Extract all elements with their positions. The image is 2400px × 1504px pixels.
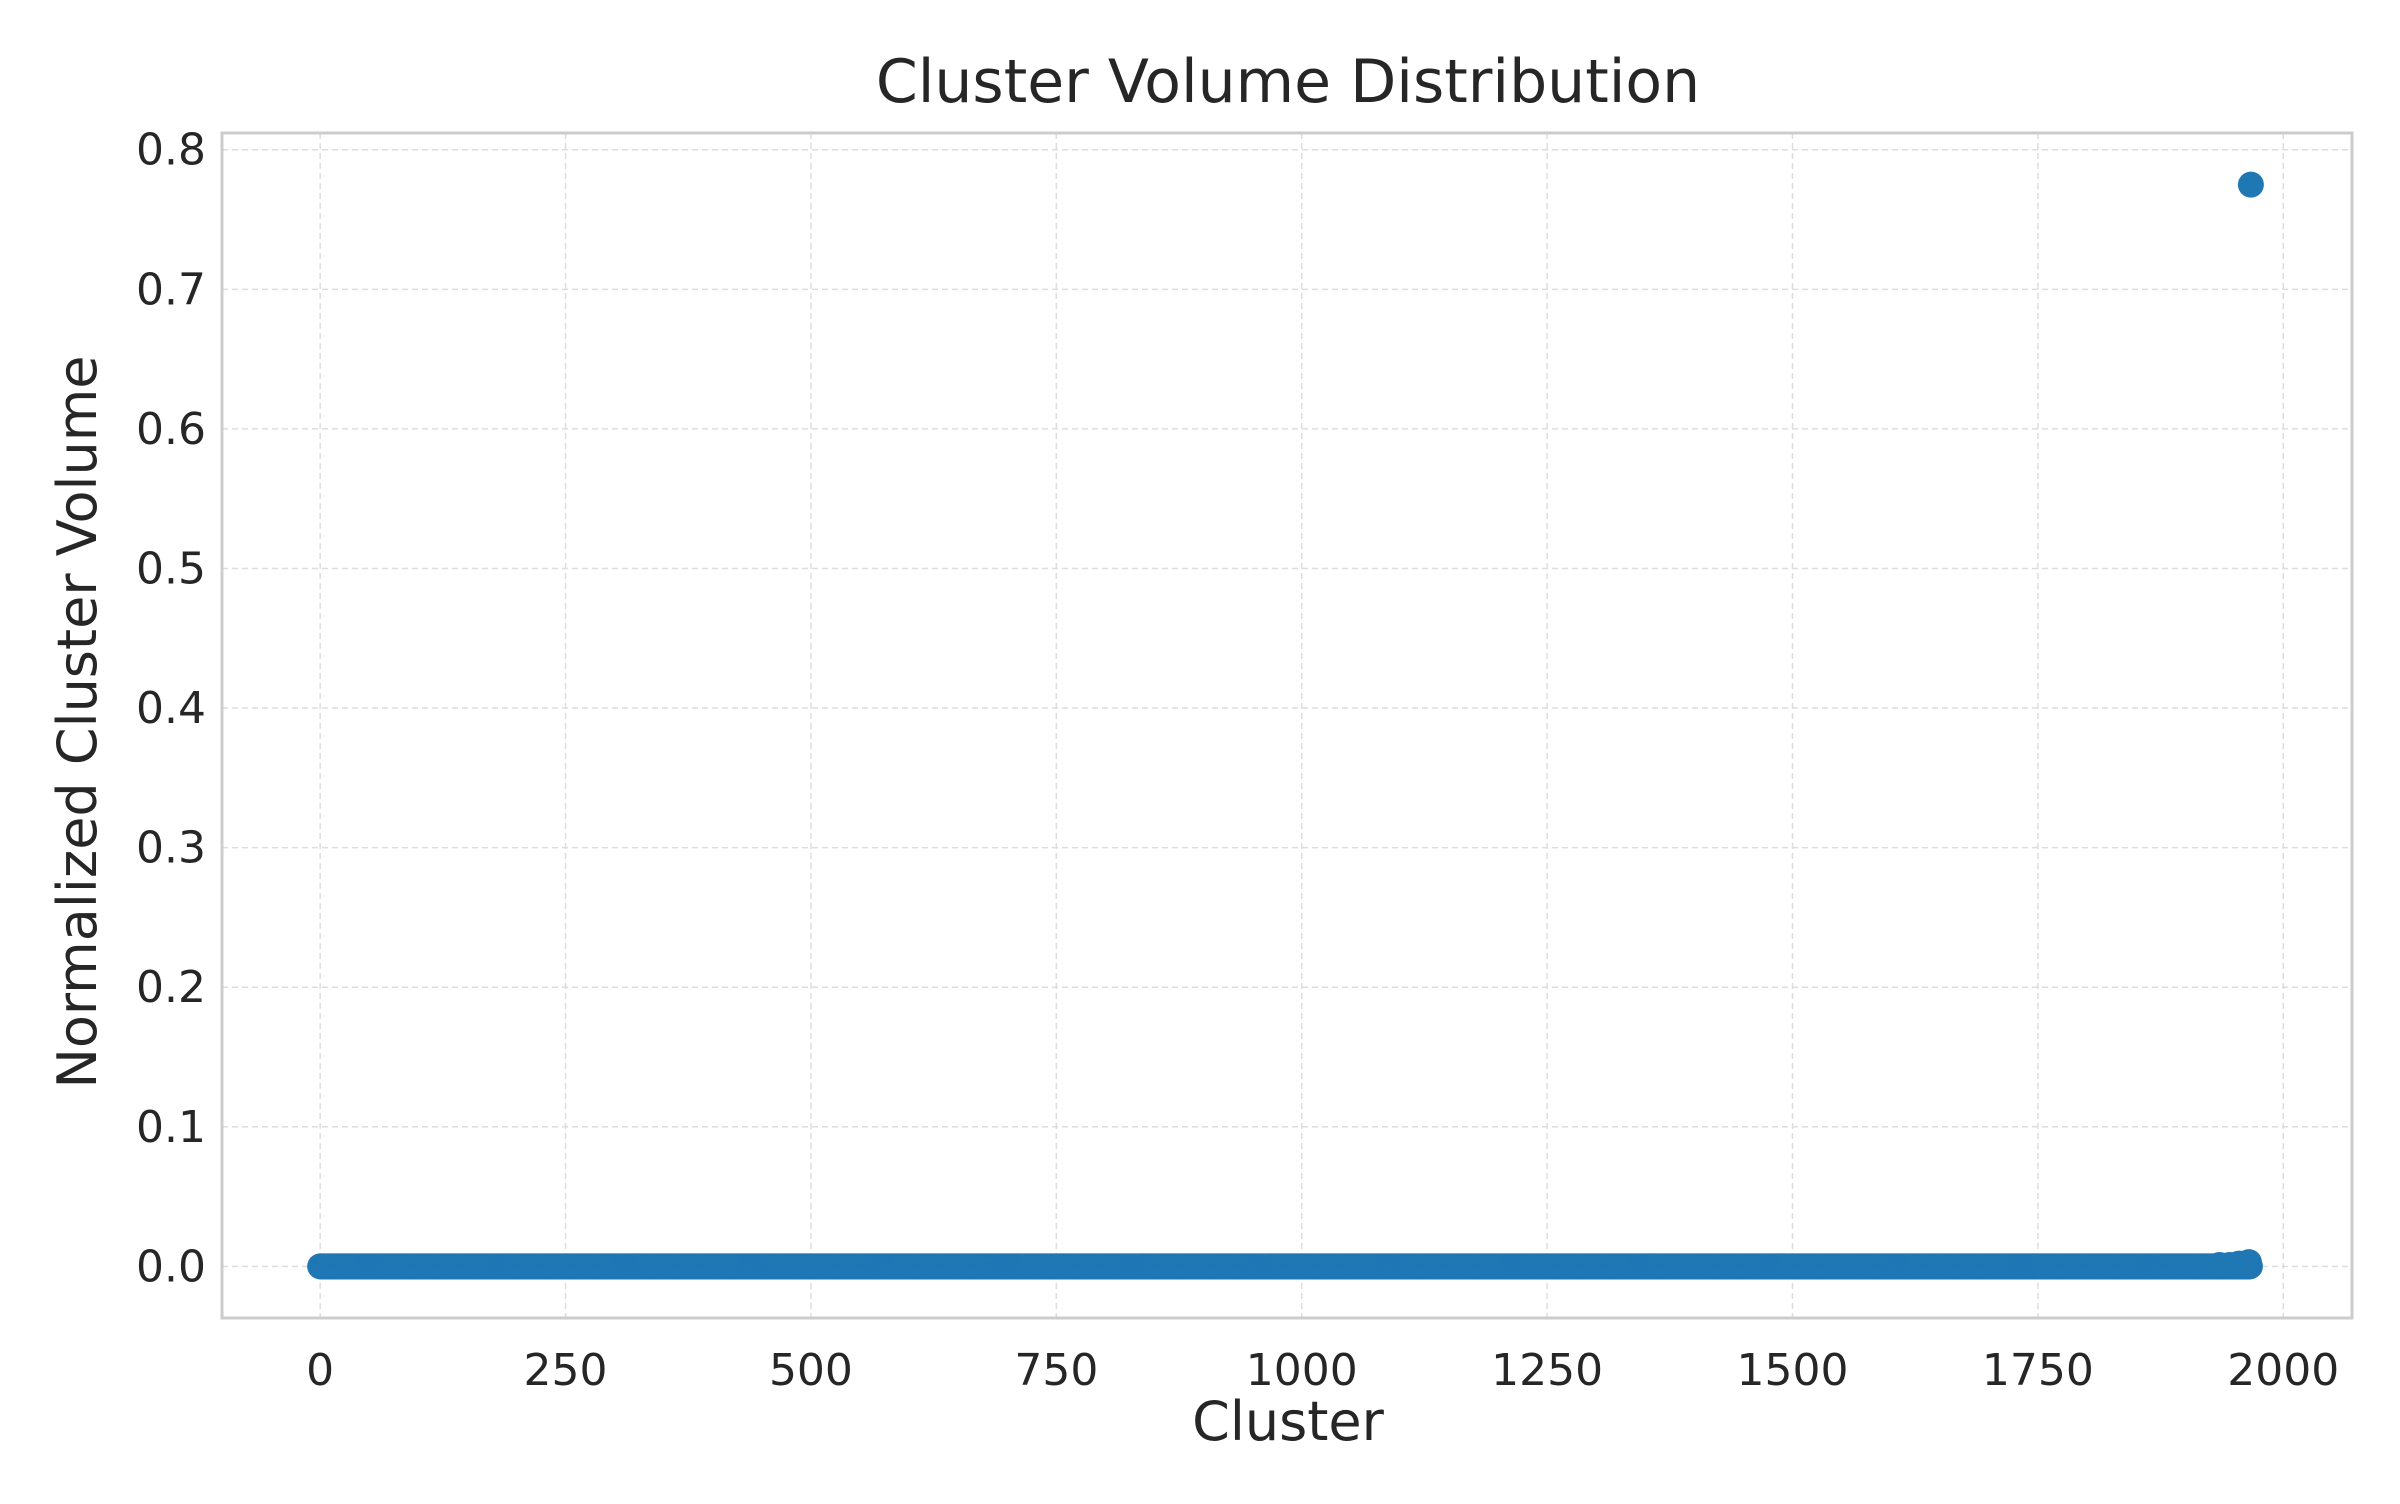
data-points [307,171,2264,1280]
grid [222,133,2352,1318]
x-tick-label: 1500 [1737,1345,1849,1396]
plot-frame [220,131,2354,1320]
y-tick-label: 0.8 [136,125,206,176]
y-tick-labels: 0.0 0.1 0.2 0.3 0.4 0.5 0.6 0.7 0.8 [136,125,206,1293]
x-axis-label: Cluster [1192,1390,1384,1453]
y-tick-label: 0.5 [136,543,206,594]
chart-title: Cluster Volume Distribution [876,47,1700,117]
x-tick-label: 1000 [1246,1345,1358,1396]
x-tick-label: 750 [1014,1345,1098,1396]
y-tick-label: 0.7 [136,264,206,315]
x-tick-label: 250 [524,1345,608,1396]
y-tick-label: 0.3 [136,823,206,874]
y-tick-label: 0.0 [136,1241,206,1292]
y-tick-label: 0.1 [136,1102,206,1153]
x-tick-label: 500 [769,1345,853,1396]
x-tick-label: 2000 [2227,1345,2339,1396]
x-tick-label: 0 [306,1345,334,1396]
x-tick-label: 1250 [1491,1345,1603,1396]
x-tick-label: 1750 [1982,1345,2094,1396]
y-tick-label: 0.2 [136,962,206,1013]
data-point [2237,171,2264,198]
y-tick-label: 0.6 [136,404,206,455]
x-tick-labels: 0 250 500 750 1000 1250 1500 1750 2000 [306,1345,2339,1396]
data-point [2235,1249,2262,1276]
y-axis-label: Normalized Cluster Volume [46,355,109,1088]
y-tick-label: 0.4 [136,683,206,734]
